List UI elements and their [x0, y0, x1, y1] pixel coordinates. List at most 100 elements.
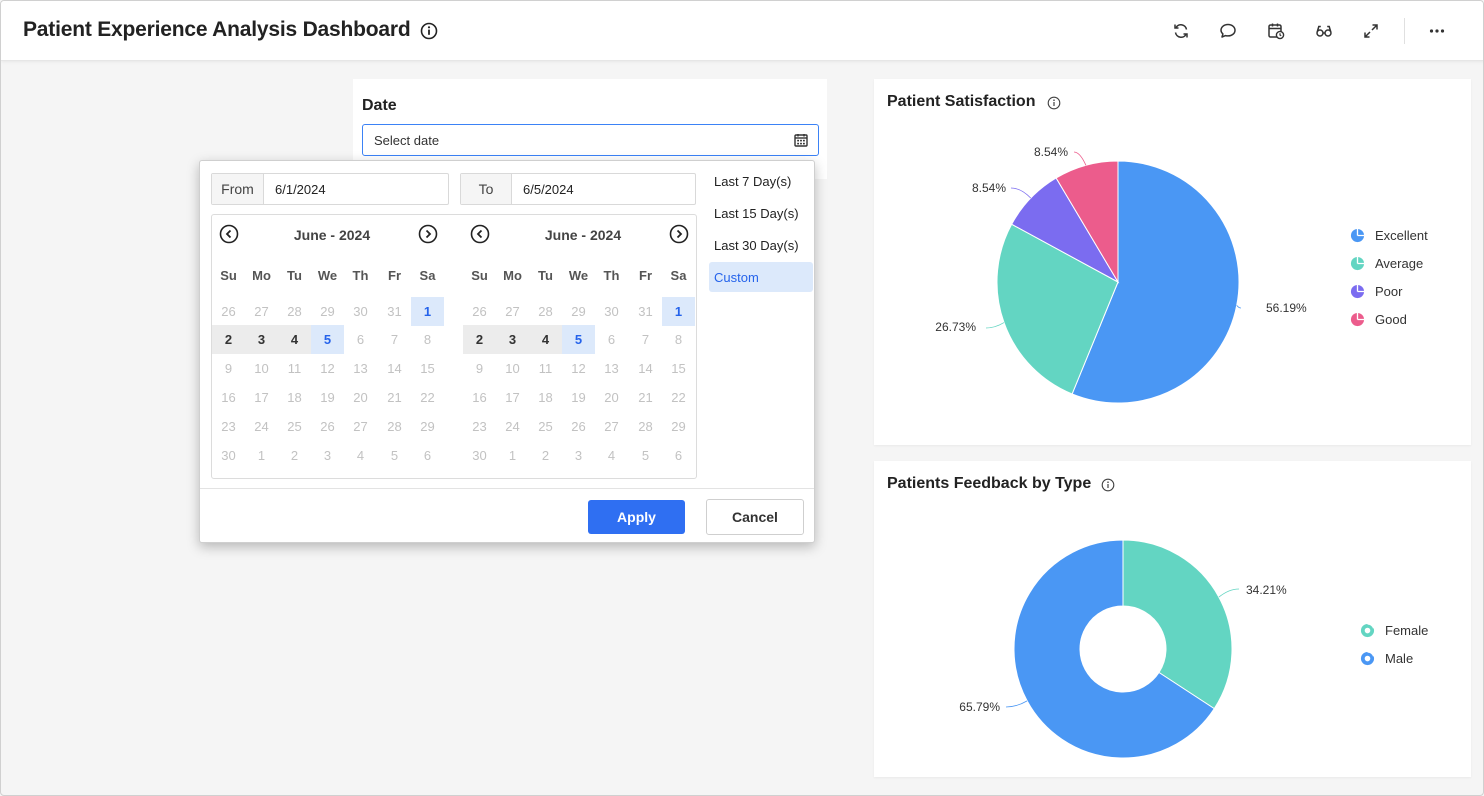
- calendar-day[interactable]: 28: [387, 419, 402, 434]
- calendar-day[interactable]: 23: [221, 419, 236, 434]
- prev-month-icon[interactable]: [470, 224, 490, 244]
- calendar-day[interactable]: 5: [311, 325, 344, 354]
- refresh-icon[interactable]: [1170, 20, 1192, 42]
- calendar-day[interactable]: 2: [541, 448, 550, 463]
- calendar-day[interactable]: 22: [420, 390, 435, 405]
- info-icon[interactable]: [1047, 96, 1061, 110]
- next-month-icon[interactable]: [418, 224, 438, 244]
- to-range-field[interactable]: To 6/5/2024: [460, 173, 696, 205]
- to-value[interactable]: 6/5/2024: [523, 181, 574, 197]
- calendar-day[interactable]: 11: [287, 361, 302, 376]
- calendar-day[interactable]: 5: [562, 325, 595, 354]
- calendar-day[interactable]: 26: [320, 419, 335, 434]
- calendar-day[interactable]: 28: [287, 304, 302, 319]
- calendar-day[interactable]: 29: [420, 419, 435, 434]
- calendar-day[interactable]: 16: [472, 390, 487, 405]
- calendar-day[interactable]: 10: [254, 361, 269, 376]
- calendar-day[interactable]: 1: [411, 297, 444, 326]
- slice-excellent[interactable]: [1071, 160, 1240, 404]
- calendar-day[interactable]: 18: [538, 390, 553, 405]
- legend-item-excellent[interactable]: Excellent: [1350, 228, 1428, 243]
- calendar-day[interactable]: 6: [356, 332, 365, 347]
- slice-average[interactable]: [996, 223, 1119, 395]
- next-month-icon[interactable]: [669, 224, 689, 244]
- preset-last-30-days[interactable]: Last 30 Day(s): [714, 237, 799, 253]
- calendar-day[interactable]: 31: [638, 304, 653, 319]
- calendar-icon[interactable]: [794, 133, 808, 147]
- calendar-day[interactable]: 30: [472, 448, 487, 463]
- calendar-day[interactable]: 4: [607, 448, 616, 463]
- calendar-day[interactable]: 14: [387, 361, 402, 376]
- calendar-day[interactable]: 15: [671, 361, 686, 376]
- calendar-day[interactable]: 26: [472, 304, 487, 319]
- legend-item-good[interactable]: Good: [1350, 312, 1407, 327]
- calendar-day[interactable]: 31: [387, 304, 402, 319]
- calendar-day[interactable]: 8: [674, 332, 683, 347]
- calendar-day[interactable]: 3: [496, 325, 529, 354]
- calendar-day[interactable]: 3: [245, 325, 278, 354]
- calendar-day[interactable]: 19: [571, 390, 586, 405]
- calendar-day[interactable]: 28: [538, 304, 553, 319]
- calendar-day[interactable]: 23: [472, 419, 487, 434]
- calendar-day[interactable]: 4: [529, 325, 562, 354]
- calendar-day[interactable]: 18: [287, 390, 302, 405]
- calendar-day[interactable]: 6: [607, 332, 616, 347]
- calendar-day[interactable]: 29: [671, 419, 686, 434]
- calendar-day[interactable]: 1: [508, 448, 517, 463]
- info-icon[interactable]: [420, 22, 438, 40]
- calendar-day[interactable]: 30: [604, 304, 619, 319]
- calendar-day[interactable]: 11: [538, 361, 553, 376]
- legend-item-female[interactable]: Female: [1360, 623, 1428, 638]
- calendar-day[interactable]: 24: [254, 419, 269, 434]
- preset-last-7-days[interactable]: Last 7 Day(s): [714, 173, 792, 189]
- calendar-day[interactable]: 17: [505, 390, 520, 405]
- calendar-day[interactable]: 5: [390, 448, 399, 463]
- calendar-day[interactable]: 4: [278, 325, 311, 354]
- info-icon[interactable]: [1101, 478, 1115, 492]
- fullscreen-icon[interactable]: [1360, 20, 1382, 42]
- slice-female[interactable]: [1122, 539, 1233, 710]
- calendar-day[interactable]: 30: [353, 304, 368, 319]
- calendar-day[interactable]: 9: [224, 361, 233, 376]
- calendar-day[interactable]: 14: [638, 361, 653, 376]
- calendar-day[interactable]: 9: [475, 361, 484, 376]
- calendar-day[interactable]: 20: [353, 390, 368, 405]
- calendar-day[interactable]: 6: [674, 448, 683, 463]
- calendar-day[interactable]: 30: [221, 448, 236, 463]
- calendar-day[interactable]: 28: [638, 419, 653, 434]
- calendar-day[interactable]: 15: [420, 361, 435, 376]
- calendar-day[interactable]: 22: [671, 390, 686, 405]
- date-input[interactable]: Select date: [362, 124, 819, 156]
- calendar-day[interactable]: 3: [323, 448, 332, 463]
- calendar-day[interactable]: 4: [356, 448, 365, 463]
- calendar-day[interactable]: 13: [353, 361, 368, 376]
- calendar-day[interactable]: 10: [505, 361, 520, 376]
- legend-item-poor[interactable]: Poor: [1350, 284, 1402, 299]
- calendar-day[interactable]: 1: [662, 297, 695, 326]
- calendar-day[interactable]: 16: [221, 390, 236, 405]
- calendar-day[interactable]: 20: [604, 390, 619, 405]
- calendar-day[interactable]: 12: [320, 361, 335, 376]
- from-range-field[interactable]: From 6/1/2024: [211, 173, 449, 205]
- calendar-day[interactable]: 21: [638, 390, 653, 405]
- preset-last-15-days[interactable]: Last 15 Day(s): [714, 205, 799, 221]
- calendar-day[interactable]: 29: [320, 304, 335, 319]
- calendar-day[interactable]: 17: [254, 390, 269, 405]
- calendar-day[interactable]: 27: [505, 304, 520, 319]
- calendar-day[interactable]: 26: [571, 419, 586, 434]
- more-icon[interactable]: [1426, 20, 1448, 42]
- apply-button[interactable]: Apply: [588, 500, 685, 534]
- calendar-day[interactable]: 27: [604, 419, 619, 434]
- calendar-day[interactable]: 1: [257, 448, 266, 463]
- slice-male[interactable]: [1013, 539, 1215, 759]
- legend-item-male[interactable]: Male: [1360, 651, 1413, 666]
- calendar-day[interactable]: 26: [221, 304, 236, 319]
- calendar-day[interactable]: 2: [290, 448, 299, 463]
- calendar-day[interactable]: 27: [353, 419, 368, 434]
- prev-month-icon[interactable]: [219, 224, 239, 244]
- calendar-day[interactable]: 19: [320, 390, 335, 405]
- calendar-day[interactable]: 2: [212, 325, 245, 354]
- comment-icon[interactable]: [1217, 20, 1239, 42]
- view-icon[interactable]: [1313, 20, 1335, 42]
- calendar-day[interactable]: 12: [571, 361, 586, 376]
